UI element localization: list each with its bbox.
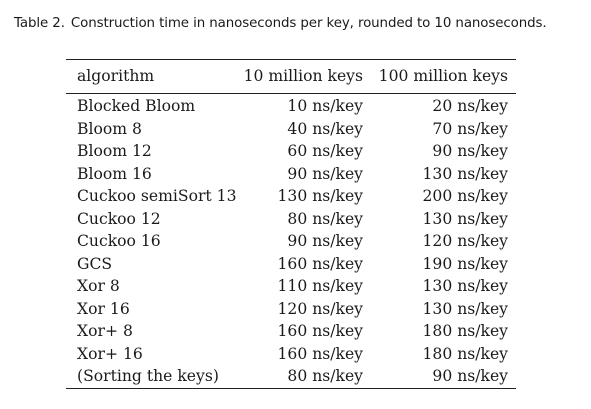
time-10m-cell: 160 ns/key (277, 254, 363, 273)
table-row: Xor+ 16 160 ns/key 180 ns/key (66, 343, 516, 365)
table-row: Bloom 16 90 ns/key 130 ns/key (66, 163, 516, 185)
time-10m-cell: 80 ns/key (287, 367, 363, 385)
algorithm-cell: GCS (77, 254, 113, 273)
table-header-rule (66, 93, 516, 94)
table-caption: Table 2. Construction time in nanoseconds… (14, 14, 584, 34)
time-10m-cell: 110 ns/key (277, 277, 363, 295)
time-10m-cell: 80 ns/key (287, 209, 363, 228)
time-100m-cell: 130 ns/key (422, 299, 508, 318)
algorithm-cell: Cuckoo semiSort 13 (77, 187, 237, 205)
time-10m-cell: 160 ns/key (277, 322, 363, 340)
time-100m-cell: 130 ns/key (422, 209, 508, 228)
time-10m-cell: 160 ns/key (277, 344, 363, 363)
time-10m-cell: 60 ns/key (287, 142, 363, 160)
table-bottom-rule (66, 388, 516, 390)
table-row: Bloom 8 40 ns/key 70 ns/key (66, 118, 516, 140)
header-100-million-keys: 100 million keys (378, 67, 508, 85)
table-row: Xor 8 110 ns/key 130 ns/key (66, 275, 516, 297)
header-10-million-keys: 10 million keys (243, 67, 363, 85)
algorithm-cell: Xor+ 8 (77, 322, 133, 340)
time-100m-cell: 120 ns/key (422, 232, 508, 250)
time-10m-cell: 120 ns/key (277, 299, 363, 318)
time-10m-cell: 90 ns/key (287, 232, 363, 250)
time-100m-cell: 200 ns/key (422, 187, 508, 205)
algorithm-cell: Bloom 12 (77, 142, 152, 160)
table-row: Cuckoo 12 80 ns/key 130 ns/key (66, 208, 516, 230)
algorithm-cell: Xor+ 16 (77, 344, 143, 363)
table-top-rule (66, 59, 516, 61)
table-row: Cuckoo 16 90 ns/key 120 ns/key (66, 230, 516, 252)
time-100m-cell: 130 ns/key (422, 164, 508, 183)
time-10m-cell: 90 ns/key (287, 164, 363, 183)
table-row: Cuckoo semiSort 13 130 ns/key 200 ns/key (66, 185, 516, 207)
algorithm-cell: Bloom 16 (77, 164, 152, 183)
algorithm-cell: Cuckoo 12 (77, 209, 161, 228)
table-row: GCS 160 ns/key 190 ns/key (66, 253, 516, 275)
time-100m-cell: 90 ns/key (432, 367, 508, 385)
time-10m-cell: 10 ns/key (287, 97, 363, 115)
header-algorithm: algorithm (77, 67, 155, 85)
time-100m-cell: 20 ns/key (432, 97, 508, 115)
caption-text: Construction time in nanoseconds per key… (70, 16, 547, 31)
table-row: Blocked Bloom 10 ns/key 20 ns/key (66, 95, 516, 117)
time-100m-cell: 90 ns/key (432, 142, 508, 160)
time-100m-cell: 130 ns/key (422, 277, 508, 295)
algorithm-cell: Xor 8 (77, 277, 120, 295)
time-100m-cell: 190 ns/key (422, 254, 508, 273)
algorithm-cell: Xor 16 (77, 299, 130, 318)
table-row: Xor+ 8 160 ns/key 180 ns/key (66, 320, 516, 342)
algorithm-cell: (Sorting the keys) (77, 367, 219, 385)
time-10m-cell: 130 ns/key (277, 187, 363, 205)
table-row: (Sorting the keys) 80 ns/key 90 ns/key (66, 365, 516, 387)
table-row: Xor 16 120 ns/key 130 ns/key (66, 298, 516, 320)
table-header-row: algorithm 10 million keys 100 million ke… (66, 65, 516, 87)
algorithm-cell: Blocked Bloom (77, 97, 196, 115)
time-10m-cell: 40 ns/key (287, 119, 363, 138)
time-100m-cell: 180 ns/key (422, 344, 508, 363)
algorithm-cell: Bloom 8 (77, 119, 142, 138)
algorithm-cell: Cuckoo 16 (77, 232, 161, 250)
time-100m-cell: 70 ns/key (432, 119, 508, 138)
caption-label: Table 2. (14, 16, 65, 31)
time-100m-cell: 180 ns/key (422, 322, 508, 340)
table-row: Bloom 12 60 ns/key 90 ns/key (66, 140, 516, 162)
